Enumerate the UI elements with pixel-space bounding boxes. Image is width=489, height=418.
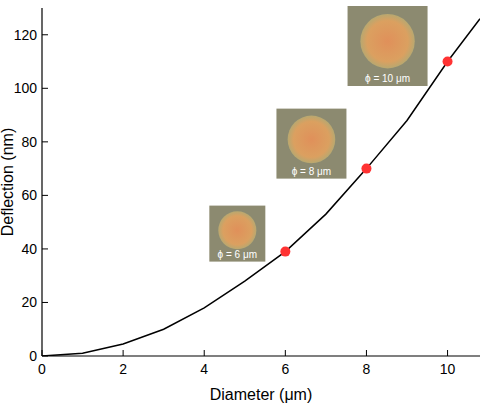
x-tick	[285, 350, 286, 356]
y-axis	[41, 8, 42, 356]
y-tick	[42, 302, 48, 303]
inset-spot	[360, 14, 414, 68]
x-axis	[42, 355, 480, 356]
x-tick-label: 10	[440, 361, 456, 377]
inset-label: ϕ = 6 μm	[218, 249, 257, 260]
inset-spot	[218, 211, 256, 249]
y-tick	[42, 195, 48, 196]
inset-label: ϕ = 10 μm	[365, 73, 410, 84]
x-tick-label: 2	[119, 361, 127, 377]
y-tick-label: 0	[29, 348, 37, 364]
data-point	[443, 57, 453, 67]
y-tick	[42, 141, 48, 142]
y-tick-label: 80	[21, 134, 37, 150]
inset-image: ϕ = 10 μm	[348, 6, 428, 86]
x-tick	[204, 350, 205, 356]
y-tick	[42, 88, 48, 89]
x-tick-label: 0	[38, 361, 46, 377]
y-tick-label: 20	[21, 294, 37, 310]
x-axis-title: Diameter (μm)	[210, 386, 313, 403]
inset-spot	[288, 116, 336, 164]
y-tick-label: 120	[14, 27, 38, 43]
x-tick-label: 8	[363, 361, 371, 377]
x-tick	[123, 350, 124, 356]
chart: 0246810020406080100120Diameter (μm)Defle…	[0, 0, 489, 418]
x-tick	[366, 350, 367, 356]
y-axis-title: Deflection (nm)	[0, 128, 16, 236]
x-tick	[447, 350, 448, 356]
inset-background	[209, 206, 265, 262]
x-tick-label: 6	[281, 361, 289, 377]
y-tick-label: 60	[21, 187, 37, 203]
data-point	[361, 164, 371, 174]
inset-background	[348, 6, 428, 86]
y-tick	[42, 248, 48, 249]
data-point	[280, 247, 290, 257]
y-tick-label: 40	[21, 241, 37, 257]
y-tick-label: 100	[14, 80, 38, 96]
x-tick-label: 4	[200, 361, 208, 377]
inset-image: ϕ = 6 μm	[209, 206, 265, 262]
inset-background	[276, 109, 346, 179]
inset-label: ϕ = 8 μm	[292, 166, 331, 177]
x-tick	[42, 350, 43, 356]
y-tick	[42, 34, 48, 35]
inset-image: ϕ = 8 μm	[276, 109, 346, 179]
